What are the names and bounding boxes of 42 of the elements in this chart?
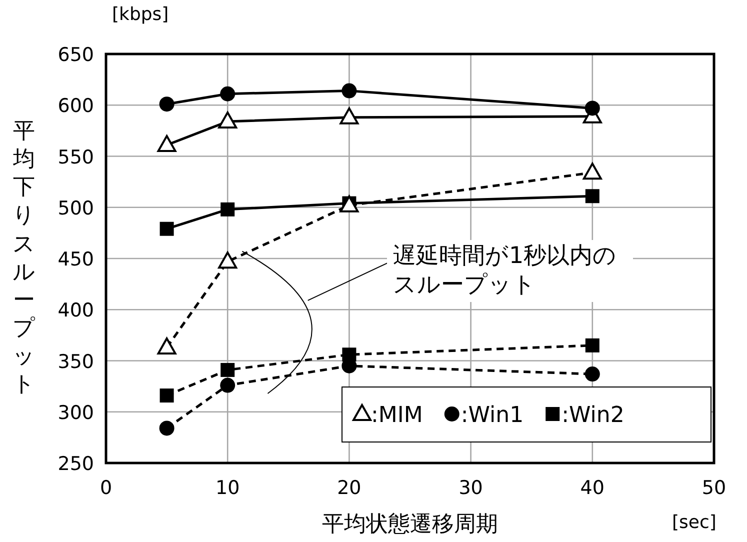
x-tick-label: 10 [216, 477, 240, 499]
text: [kbps] [112, 4, 170, 26]
x-axis-title: 平均状態遷移周期 [322, 512, 498, 537]
y-tick-label: 350 [58, 350, 94, 373]
point [220, 202, 235, 216]
y-tick-label: 300 [58, 402, 94, 424]
y-tick-label: 600 [58, 95, 94, 118]
y-tick-label: 400 [58, 300, 94, 322]
legend-label: :Win1 [460, 403, 524, 428]
x-tick-label: 0 [100, 477, 112, 499]
x-tick-label: 20 [337, 477, 362, 499]
point [342, 348, 356, 362]
point [220, 362, 235, 377]
text: 平均下りスループット [12, 119, 36, 398]
point [582, 162, 602, 180]
point [157, 135, 176, 152]
point [159, 420, 174, 436]
x-tick-label: 50 [702, 477, 726, 499]
point [160, 388, 174, 403]
point [220, 86, 236, 102]
y-tick-label: 550 [58, 146, 94, 168]
point [342, 83, 357, 98]
text: [sec] [672, 512, 718, 534]
annotation: 遅延時間が1秒以内のスループット [387, 240, 633, 302]
point [160, 222, 174, 236]
y-tick-label: 250 [58, 453, 94, 475]
point [584, 100, 600, 116]
y-tick-label: 650 [58, 44, 94, 66]
point [585, 338, 600, 352]
point [585, 189, 600, 204]
x-tick-label: 40 [580, 477, 604, 499]
point [220, 378, 236, 393]
point [584, 366, 600, 382]
point [218, 252, 238, 269]
y-tick-label: 500 [58, 197, 94, 220]
point [159, 96, 174, 112]
legend-label: :Win2 [562, 403, 624, 428]
point [218, 111, 238, 128]
legend-label: :MIM [371, 403, 423, 428]
point [340, 107, 359, 124]
x-tick-label: 30 [458, 477, 483, 499]
y-tick-label: 450 [58, 248, 94, 270]
